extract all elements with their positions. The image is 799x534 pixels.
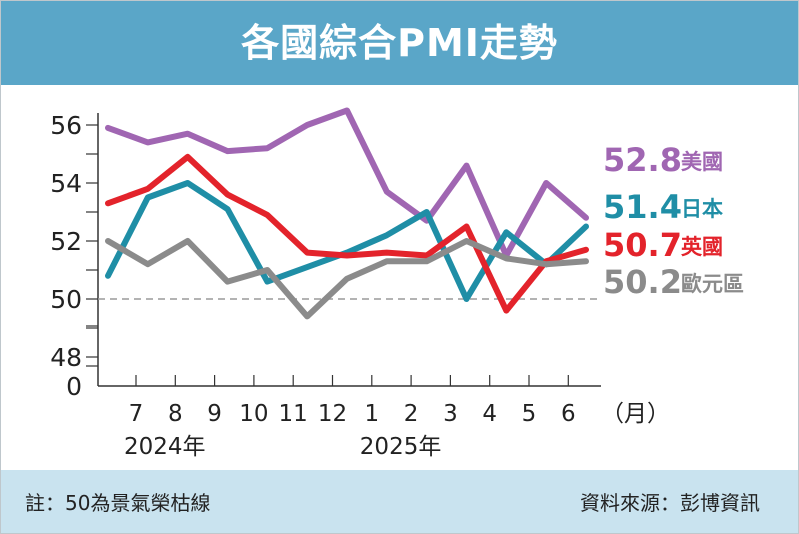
footer-bar: [1, 470, 798, 533]
year-label: 2025年: [360, 434, 442, 460]
series-line-3: [105, 238, 589, 320]
x-tick-label: 6: [561, 401, 576, 427]
series-line-2: [105, 153, 589, 314]
month-unit-label: （月）: [601, 401, 670, 427]
y-tick-label: 56: [50, 111, 82, 140]
legend-value: 52.8: [603, 141, 682, 179]
chart-title: 各國綜合PMI走勢: [241, 21, 558, 65]
y-zero-label: 0: [66, 372, 82, 401]
footer-note: 註：50為景氣榮枯線: [25, 491, 211, 515]
legend-value: 50.2: [603, 263, 682, 301]
x-tick-label: 3: [443, 401, 458, 427]
x-tick-label: 5: [522, 401, 537, 427]
x-tick-label: 12: [318, 401, 347, 427]
legend-name: 英國: [681, 235, 723, 259]
legend-item-0: 52.8 美國: [603, 141, 723, 179]
legend-name: 歐元區: [681, 272, 744, 296]
x-tick-label: 10: [239, 401, 268, 427]
x-tick-label: 11: [279, 401, 308, 427]
y-tick-label: 52: [50, 227, 82, 256]
legend-item-1: 51.4 日本: [603, 188, 723, 226]
legend-item-3: 50.2 歐元區: [603, 263, 744, 301]
x-tick-label: 2: [404, 401, 419, 427]
x-tick-label: 9: [207, 401, 222, 427]
title-bar: [1, 1, 798, 85]
legend-item-2: 50.7 英國: [603, 226, 723, 264]
year-label: 2024年: [124, 434, 206, 460]
x-tick-label: 7: [129, 401, 144, 427]
x-tick-label: 1: [364, 401, 379, 427]
legend-name: 日本: [681, 197, 723, 221]
x-tick-label: 8: [168, 401, 183, 427]
legend-value: 51.4: [603, 188, 682, 226]
y-tick-label: 50: [50, 285, 82, 314]
legend-name: 美國: [681, 150, 723, 174]
legend-value: 50.7: [603, 226, 682, 264]
series-lines: [105, 107, 589, 320]
y-tick-label: 54: [50, 169, 82, 198]
footer-source: 資料來源：彭博資訊: [580, 491, 760, 515]
y-tick-label: 48: [50, 343, 82, 372]
x-tick-label: 4: [482, 401, 497, 427]
